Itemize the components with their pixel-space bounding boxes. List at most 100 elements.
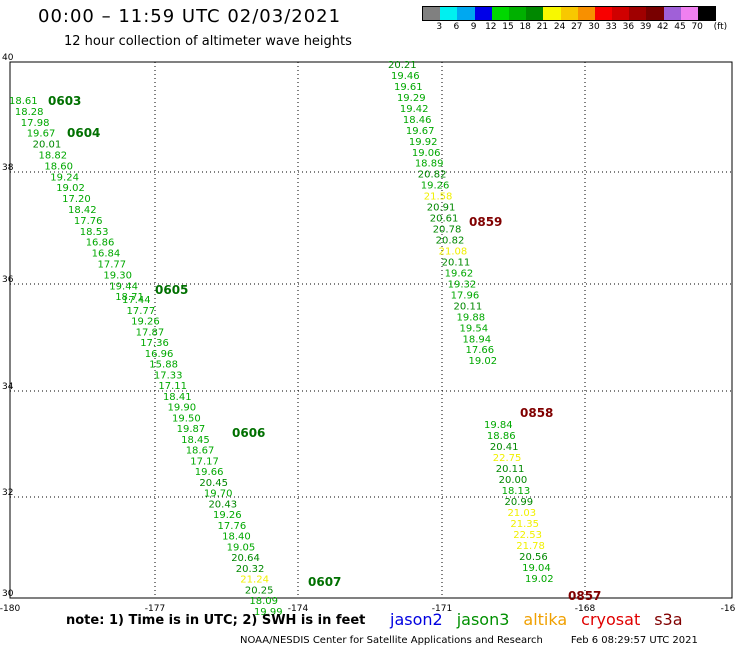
wave-height-value: 20.01 (33, 140, 62, 151)
wave-height-value: 18.89 (415, 159, 444, 170)
wave-height-value: 19.02 (56, 183, 85, 194)
wave-height-value: 17.87 (136, 327, 165, 338)
legend-label: 12 (485, 22, 497, 32)
wave-height-value: 21.24 (240, 575, 269, 586)
wave-height-value: 19.04 (522, 563, 551, 574)
wave-height-value: 17.76 (218, 521, 247, 532)
wave-height-value: 21.03 (507, 508, 536, 519)
wave-height-value: 20.82 (436, 236, 465, 247)
wave-height-value: 15.88 (149, 360, 178, 371)
legend-swatch (698, 7, 716, 20)
wave-height-value: 19.42 (400, 104, 429, 115)
longitude-tick: -171 (432, 604, 452, 614)
legend-label: 70 (691, 22, 703, 32)
wave-height-value: 16.96 (145, 349, 174, 360)
wave-height-value: 19.70 (204, 489, 233, 500)
wave-height-value: 19.87 (177, 424, 206, 435)
wave-height-value: 18.40 (222, 532, 251, 543)
wave-height-value: 21.78 (516, 541, 545, 552)
legend-label: 15 (502, 22, 514, 32)
satellite-name: jason2 (390, 610, 443, 629)
wave-height-value: 17.98 (21, 118, 50, 129)
wave-height-value: 18.46 (403, 115, 432, 126)
latitude-tick: 34 (2, 382, 14, 392)
legend-swatch (612, 7, 630, 20)
wave-height-value: 16.86 (86, 238, 115, 249)
latitude-tick: 30 (2, 589, 14, 599)
wave-height-value: 19.24 (50, 172, 79, 183)
legend-label: 45 (674, 22, 686, 32)
wave-height-value: 19.44 (109, 281, 138, 292)
legend-label: (ft) (713, 22, 728, 32)
legend-swatch (680, 7, 698, 20)
satellite-legend: jason2 jason3 altika cryosat s3a (390, 610, 697, 629)
wave-height-value: 20.11 (454, 301, 483, 312)
wave-height-value: 17.96 (451, 290, 480, 301)
latitude-tick: 40 (2, 53, 14, 63)
wave-height-value: 20.64 (231, 553, 260, 564)
wave-height-value: 17.77 (98, 260, 127, 271)
axis-tick-labels: -180 -177 -174 -171 -168 -16 40 38 36 34 32 30 (0, 53, 736, 614)
wave-height-value: 20.56 (519, 552, 548, 563)
satellite-name: cryosat (581, 610, 641, 629)
legend-swatch (560, 7, 578, 20)
legend-swatch (629, 7, 647, 20)
wave-height-value: 17.17 (190, 456, 219, 467)
legend-label: 36 (622, 22, 635, 32)
wave-height-value: 19.26 (421, 181, 450, 192)
wave-height-value: 19.06 (412, 148, 441, 159)
legend-swatch (508, 7, 527, 20)
wave-height-value: 19.66 (195, 467, 224, 478)
wave-height-value: 19.62 (445, 268, 474, 279)
pass-time-labels: 0603 0604 0605 0606 0607 0859 0858 0857 (48, 94, 601, 603)
longitude-tick: -16 (721, 604, 736, 614)
wave-height-labels: 18.6118.2817.9819.6720.0118.8218.6019.24… (9, 60, 554, 618)
timestamp: Feb 6 08:29:57 UTC 2021 (570, 635, 698, 646)
footer-note: note: 1) Time is in UTC; 2) SWH is in fe… (66, 613, 366, 628)
legend-swatch (646, 7, 664, 20)
longitude-tick: -174 (288, 604, 309, 614)
legend-swatch (594, 7, 613, 20)
wave-height-value: 20.78 (433, 225, 462, 236)
wave-height-value: 19.84 (484, 420, 513, 431)
pass-time-label: 0859 (469, 215, 502, 229)
legend-swatch (663, 7, 681, 20)
legend-swatch (474, 7, 492, 20)
wave-height-value: 18.61 (9, 96, 38, 107)
wave-height-value: 19.99 (254, 607, 283, 618)
legend-label: 42 (657, 22, 669, 32)
wave-height-value: 17.36 (140, 338, 169, 349)
map-frame (9, 61, 733, 599)
wave-height-value: 17.76 (74, 216, 103, 227)
pass-time-label: 0603 (48, 94, 81, 108)
wave-height-value: 18.45 (181, 435, 210, 446)
wave-height-value: 20.43 (208, 499, 237, 510)
latitude-tick: 38 (2, 163, 14, 173)
legend-swatch (423, 7, 441, 20)
wave-height-value: 19.67 (406, 126, 435, 137)
wave-height-value: 18.42 (68, 205, 97, 216)
wave-height-value: 19.54 (460, 323, 489, 334)
wave-height-value: 18.41 (163, 392, 192, 403)
wave-height-value: 17.11 (158, 381, 187, 392)
latitude-tick: 32 (2, 488, 13, 498)
wave-height-value: 20.11 (496, 464, 525, 475)
wave-height-value: 22.53 (513, 530, 542, 541)
legend-swatch (491, 7, 509, 20)
credit-line: NOAA/NESDIS Center for Satellite Applica… (240, 635, 698, 646)
wave-height-value: 18.60 (44, 161, 73, 172)
satellite-name: s3a (654, 610, 683, 629)
pass-time-label: 0858 (520, 406, 553, 420)
map-title: 00:00 – 11:59 UTC 02/03/2021 (38, 6, 342, 27)
wave-height-value: 20.25 (245, 585, 274, 596)
wave-height-value: 21.58 (424, 192, 453, 203)
wave-height-value: 19.26 (213, 510, 242, 521)
wave-height-value: 20.61 (430, 214, 459, 225)
wave-height-value: 17.77 (127, 306, 156, 317)
wave-height-value: 19.02 (525, 574, 554, 585)
wave-height-value: 19.02 (468, 356, 497, 367)
wave-height-value: 20.32 (236, 564, 265, 575)
pass-time-label: 0606 (232, 426, 265, 440)
legend-swatch (440, 7, 458, 20)
wave-height-value: 17.20 (62, 194, 91, 205)
